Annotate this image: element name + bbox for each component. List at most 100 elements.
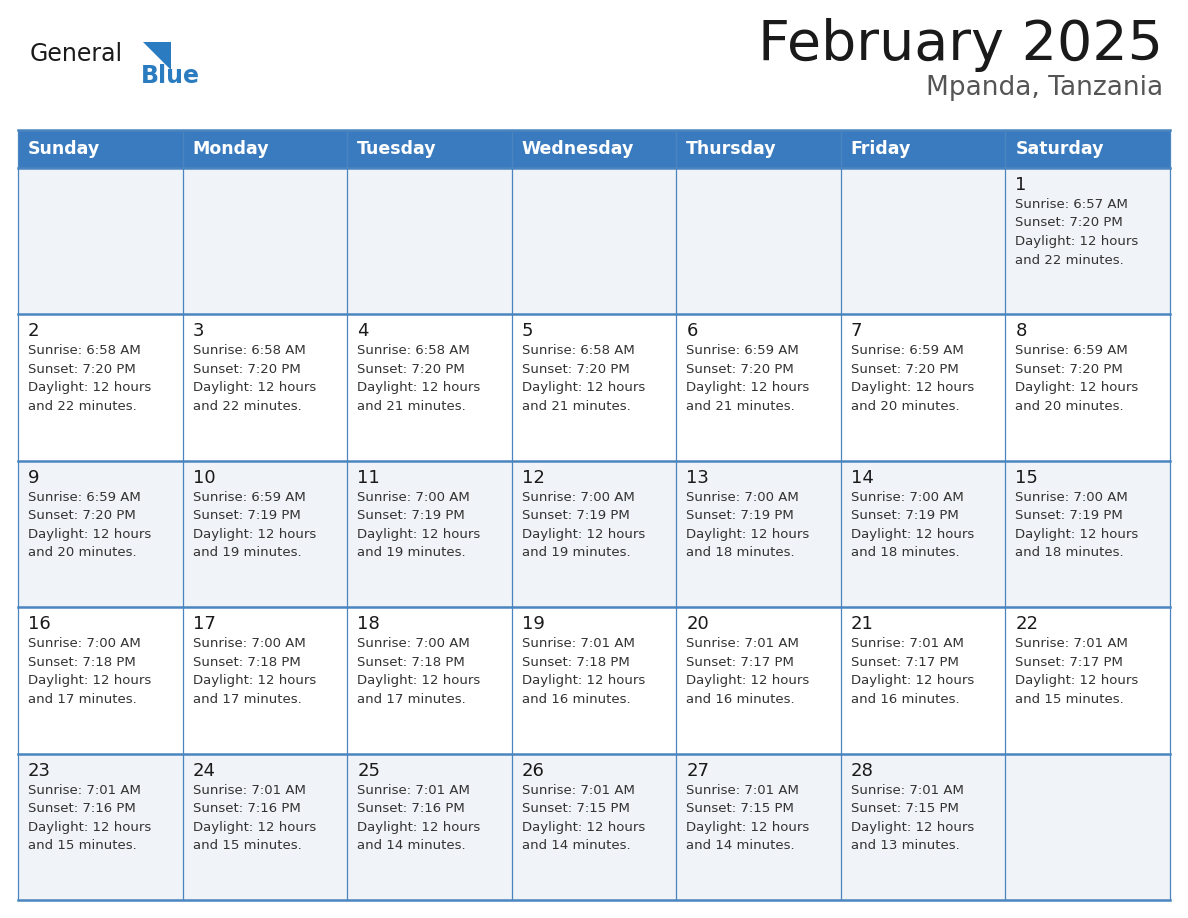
Text: Sunday: Sunday (29, 140, 100, 158)
Text: 15: 15 (1016, 469, 1038, 487)
Text: 11: 11 (358, 469, 380, 487)
Text: 10: 10 (192, 469, 215, 487)
Text: Tuesday: Tuesday (358, 140, 437, 158)
Bar (347, 168, 512, 314)
Bar (347, 754, 512, 900)
Text: Sunrise: 6:58 AM
Sunset: 7:20 PM
Daylight: 12 hours
and 22 minutes.: Sunrise: 6:58 AM Sunset: 7:20 PM Dayligh… (29, 344, 151, 413)
Text: 27: 27 (687, 762, 709, 779)
Polygon shape (143, 42, 171, 70)
Text: Monday: Monday (192, 140, 270, 158)
Bar (841, 461, 1005, 607)
Text: Sunrise: 7:00 AM
Sunset: 7:18 PM
Daylight: 12 hours
and 17 minutes.: Sunrise: 7:00 AM Sunset: 7:18 PM Dayligh… (358, 637, 480, 706)
Text: 20: 20 (687, 615, 709, 633)
Bar (183, 314, 347, 461)
Bar (676, 607, 841, 754)
Text: Sunrise: 6:59 AM
Sunset: 7:20 PM
Daylight: 12 hours
and 21 minutes.: Sunrise: 6:59 AM Sunset: 7:20 PM Dayligh… (687, 344, 809, 413)
Text: Sunrise: 6:58 AM
Sunset: 7:20 PM
Daylight: 12 hours
and 21 minutes.: Sunrise: 6:58 AM Sunset: 7:20 PM Dayligh… (522, 344, 645, 413)
Text: 4: 4 (358, 322, 368, 341)
Text: Sunrise: 7:00 AM
Sunset: 7:19 PM
Daylight: 12 hours
and 18 minutes.: Sunrise: 7:00 AM Sunset: 7:19 PM Dayligh… (1016, 491, 1138, 559)
Text: 3: 3 (192, 322, 204, 341)
Text: Sunrise: 7:01 AM
Sunset: 7:15 PM
Daylight: 12 hours
and 14 minutes.: Sunrise: 7:01 AM Sunset: 7:15 PM Dayligh… (687, 784, 809, 852)
Text: Sunrise: 7:01 AM
Sunset: 7:16 PM
Daylight: 12 hours
and 14 minutes.: Sunrise: 7:01 AM Sunset: 7:16 PM Dayligh… (358, 784, 480, 852)
Text: Sunrise: 6:59 AM
Sunset: 7:20 PM
Daylight: 12 hours
and 20 minutes.: Sunrise: 6:59 AM Sunset: 7:20 PM Dayligh… (29, 491, 151, 559)
Text: Wednesday: Wednesday (522, 140, 634, 158)
Bar (183, 130, 347, 168)
Bar (1005, 168, 1170, 314)
Bar (18, 607, 183, 754)
Bar (676, 314, 841, 461)
Bar (841, 130, 1005, 168)
Bar (512, 168, 676, 314)
Text: Thursday: Thursday (687, 140, 777, 158)
Bar (512, 461, 676, 607)
Text: 26: 26 (522, 762, 544, 779)
Bar (18, 314, 183, 461)
Bar (1005, 607, 1170, 754)
Text: Mpanda, Tanzania: Mpanda, Tanzania (925, 75, 1163, 101)
Text: Sunrise: 6:59 AM
Sunset: 7:19 PM
Daylight: 12 hours
and 19 minutes.: Sunrise: 6:59 AM Sunset: 7:19 PM Dayligh… (192, 491, 316, 559)
Bar (676, 130, 841, 168)
Bar (183, 168, 347, 314)
Text: 14: 14 (851, 469, 873, 487)
Text: Sunrise: 7:01 AM
Sunset: 7:17 PM
Daylight: 12 hours
and 15 minutes.: Sunrise: 7:01 AM Sunset: 7:17 PM Dayligh… (1016, 637, 1138, 706)
Text: Sunrise: 6:58 AM
Sunset: 7:20 PM
Daylight: 12 hours
and 22 minutes.: Sunrise: 6:58 AM Sunset: 7:20 PM Dayligh… (192, 344, 316, 413)
Text: 28: 28 (851, 762, 873, 779)
Text: 16: 16 (29, 615, 51, 633)
Bar (512, 130, 676, 168)
Text: Sunrise: 6:59 AM
Sunset: 7:20 PM
Daylight: 12 hours
and 20 minutes.: Sunrise: 6:59 AM Sunset: 7:20 PM Dayligh… (1016, 344, 1138, 413)
Bar (347, 130, 512, 168)
Text: Sunrise: 7:01 AM
Sunset: 7:17 PM
Daylight: 12 hours
and 16 minutes.: Sunrise: 7:01 AM Sunset: 7:17 PM Dayligh… (687, 637, 809, 706)
Text: Sunrise: 7:01 AM
Sunset: 7:15 PM
Daylight: 12 hours
and 14 minutes.: Sunrise: 7:01 AM Sunset: 7:15 PM Dayligh… (522, 784, 645, 852)
Bar (347, 461, 512, 607)
Text: 7: 7 (851, 322, 862, 341)
Text: Sunrise: 7:00 AM
Sunset: 7:18 PM
Daylight: 12 hours
and 17 minutes.: Sunrise: 7:00 AM Sunset: 7:18 PM Dayligh… (29, 637, 151, 706)
Text: Sunrise: 7:00 AM
Sunset: 7:18 PM
Daylight: 12 hours
and 17 minutes.: Sunrise: 7:00 AM Sunset: 7:18 PM Dayligh… (192, 637, 316, 706)
Bar (18, 168, 183, 314)
Text: 6: 6 (687, 322, 697, 341)
Text: Sunrise: 6:58 AM
Sunset: 7:20 PM
Daylight: 12 hours
and 21 minutes.: Sunrise: 6:58 AM Sunset: 7:20 PM Dayligh… (358, 344, 480, 413)
Text: 17: 17 (192, 615, 215, 633)
Bar (183, 754, 347, 900)
Text: Friday: Friday (851, 140, 911, 158)
Bar (841, 607, 1005, 754)
Text: 24: 24 (192, 762, 215, 779)
Bar (841, 314, 1005, 461)
Text: Sunrise: 7:00 AM
Sunset: 7:19 PM
Daylight: 12 hours
and 18 minutes.: Sunrise: 7:00 AM Sunset: 7:19 PM Dayligh… (687, 491, 809, 559)
Text: Saturday: Saturday (1016, 140, 1104, 158)
Bar (1005, 130, 1170, 168)
Text: Blue: Blue (141, 64, 200, 88)
Text: Sunrise: 6:57 AM
Sunset: 7:20 PM
Daylight: 12 hours
and 22 minutes.: Sunrise: 6:57 AM Sunset: 7:20 PM Dayligh… (1016, 198, 1138, 266)
Text: 8: 8 (1016, 322, 1026, 341)
Text: Sunrise: 7:01 AM
Sunset: 7:16 PM
Daylight: 12 hours
and 15 minutes.: Sunrise: 7:01 AM Sunset: 7:16 PM Dayligh… (192, 784, 316, 852)
Text: 5: 5 (522, 322, 533, 341)
Text: 12: 12 (522, 469, 544, 487)
Text: 19: 19 (522, 615, 544, 633)
Bar (512, 314, 676, 461)
Text: Sunrise: 7:00 AM
Sunset: 7:19 PM
Daylight: 12 hours
and 19 minutes.: Sunrise: 7:00 AM Sunset: 7:19 PM Dayligh… (358, 491, 480, 559)
Bar (841, 754, 1005, 900)
Text: 9: 9 (29, 469, 39, 487)
Bar (676, 168, 841, 314)
Text: 23: 23 (29, 762, 51, 779)
Text: Sunrise: 7:01 AM
Sunset: 7:18 PM
Daylight: 12 hours
and 16 minutes.: Sunrise: 7:01 AM Sunset: 7:18 PM Dayligh… (522, 637, 645, 706)
Bar (347, 607, 512, 754)
Bar (18, 754, 183, 900)
Text: 22: 22 (1016, 615, 1038, 633)
Text: Sunrise: 6:59 AM
Sunset: 7:20 PM
Daylight: 12 hours
and 20 minutes.: Sunrise: 6:59 AM Sunset: 7:20 PM Dayligh… (851, 344, 974, 413)
Text: Sunrise: 7:00 AM
Sunset: 7:19 PM
Daylight: 12 hours
and 19 minutes.: Sunrise: 7:00 AM Sunset: 7:19 PM Dayligh… (522, 491, 645, 559)
Bar (512, 607, 676, 754)
Bar (841, 168, 1005, 314)
Bar (1005, 754, 1170, 900)
Text: General: General (30, 42, 124, 66)
Text: 25: 25 (358, 762, 380, 779)
Text: 1: 1 (1016, 176, 1026, 194)
Text: 21: 21 (851, 615, 873, 633)
Bar (1005, 461, 1170, 607)
Text: Sunrise: 7:01 AM
Sunset: 7:17 PM
Daylight: 12 hours
and 16 minutes.: Sunrise: 7:01 AM Sunset: 7:17 PM Dayligh… (851, 637, 974, 706)
Text: Sunrise: 7:01 AM
Sunset: 7:15 PM
Daylight: 12 hours
and 13 minutes.: Sunrise: 7:01 AM Sunset: 7:15 PM Dayligh… (851, 784, 974, 852)
Bar (676, 754, 841, 900)
Bar (183, 461, 347, 607)
Bar (676, 461, 841, 607)
Bar (512, 754, 676, 900)
Text: February 2025: February 2025 (758, 18, 1163, 72)
